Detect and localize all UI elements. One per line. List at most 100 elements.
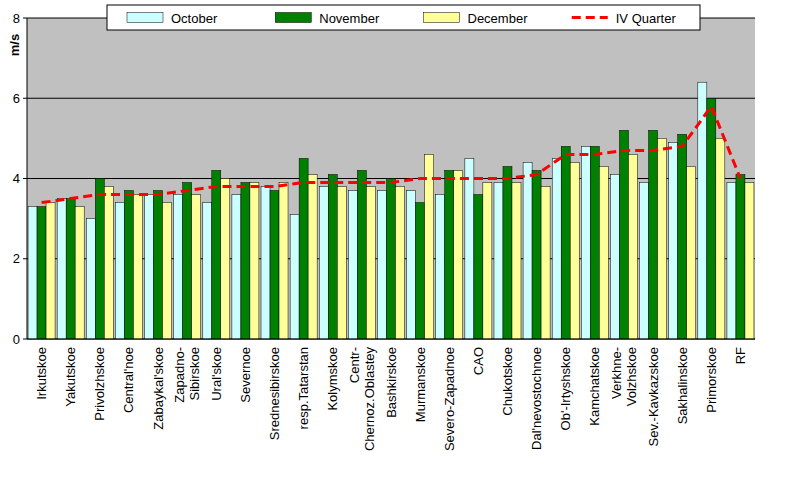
legend-label: IV Quarter xyxy=(616,11,677,26)
category-label: Murmanskoe xyxy=(413,347,428,422)
category-label: Srednesibirskoe xyxy=(267,347,282,440)
legend-swatch xyxy=(424,13,460,23)
tick-label: 8 xyxy=(13,11,20,26)
label-line: RF xyxy=(733,347,748,364)
label-line: Severnoe xyxy=(238,347,253,403)
label-line: Centr- xyxy=(347,347,362,383)
bar xyxy=(669,142,678,339)
label-line: Murmanskoe xyxy=(413,347,428,422)
bar xyxy=(707,98,716,339)
label-line: Ob'-Irtyshskoe xyxy=(558,347,573,430)
category-label-group: RF xyxy=(733,347,748,364)
bar xyxy=(436,195,445,339)
bar xyxy=(174,195,183,339)
category-label: Zabaykal'skoe xyxy=(151,347,166,430)
bar xyxy=(115,203,124,339)
category-label-group: Ob'-Irtyshskoe xyxy=(558,347,573,430)
bar xyxy=(570,162,579,339)
label-line: resp.Tatarstan xyxy=(296,347,311,429)
label-line: Yakutskoe xyxy=(63,347,78,407)
bar xyxy=(328,174,337,339)
x-axis xyxy=(27,339,755,340)
category-label: Primorskoe xyxy=(704,347,719,413)
category-label: Kamchatskoe xyxy=(587,347,602,426)
tick xyxy=(23,178,27,179)
legend-label: November xyxy=(319,11,380,26)
bar xyxy=(727,183,736,339)
category-label: Dal'nevostochnoe xyxy=(529,347,544,450)
category-label: Bashkirskoe xyxy=(384,347,399,418)
bar xyxy=(628,154,637,339)
bar xyxy=(407,191,416,339)
bar xyxy=(95,179,104,340)
label-line: Srednesibirskoe xyxy=(267,347,282,440)
plot-area xyxy=(27,18,755,339)
bar xyxy=(619,130,628,339)
y-axis xyxy=(27,18,28,339)
bar xyxy=(610,174,619,339)
label-line: Central'noe xyxy=(121,347,136,413)
category-label-group: Privolzhskoe xyxy=(92,347,107,421)
label-line: Chernoz.Oblastey xyxy=(362,347,377,452)
category-label: Ob'-Irtyshskoe xyxy=(558,347,573,430)
label-line: Privolzhskoe xyxy=(92,347,107,421)
bar xyxy=(649,130,658,339)
category-label-group: Central'noe xyxy=(121,347,136,413)
category-label: Verkhne-Volzhskoe xyxy=(609,347,639,406)
category-label: Centr-Chernoz.Oblastey xyxy=(347,347,377,452)
bar xyxy=(232,195,241,339)
category-label-group: Sev.-Kavkazskoe xyxy=(646,347,661,446)
bar xyxy=(736,174,745,339)
bar xyxy=(163,203,172,339)
category-label-group: Severo-Zapadnoe xyxy=(442,347,457,451)
label-line: Bashkirskoe xyxy=(384,347,399,418)
label-line: Sibirskoe xyxy=(187,347,202,400)
category-label-group: Ural'skoe xyxy=(209,347,224,401)
category-label: Irkutskoe xyxy=(34,347,49,400)
grid-line xyxy=(27,98,755,99)
category-label-group: Srednesibirskoe xyxy=(267,347,282,440)
label-line: Kolymskoe xyxy=(325,347,340,411)
category-label-group: Sakhalinskoe xyxy=(675,347,690,424)
grid-line xyxy=(27,339,755,340)
bar xyxy=(212,170,221,339)
label-line: Volzhskoe xyxy=(624,347,639,406)
label-line: Kamchatskoe xyxy=(587,347,602,426)
bar xyxy=(154,191,163,339)
bar xyxy=(337,187,346,339)
legend-swatch xyxy=(572,16,608,19)
tick-label: 4 xyxy=(13,171,20,186)
bar xyxy=(454,170,463,339)
tick xyxy=(23,339,27,340)
bar xyxy=(541,187,550,339)
bar xyxy=(66,199,75,339)
bar xyxy=(687,166,696,339)
bar xyxy=(250,183,259,339)
bar xyxy=(640,183,649,339)
bar xyxy=(396,187,405,339)
bar xyxy=(183,183,192,339)
category-label: Yakutskoe xyxy=(63,347,78,407)
bar xyxy=(503,166,512,339)
tick-label: 2 xyxy=(13,251,20,266)
category-label-group: Kamchatskoe xyxy=(587,347,602,426)
bar xyxy=(523,162,532,339)
bar xyxy=(75,207,84,339)
label-line: Zapadno- xyxy=(172,347,187,403)
category-label: Ural'skoe xyxy=(209,347,224,401)
bar xyxy=(561,146,570,339)
bar xyxy=(133,195,142,339)
category-label-group: Kolymskoe xyxy=(325,347,340,411)
bar xyxy=(590,146,599,339)
category-label-group: CAO xyxy=(471,347,486,375)
label-line: Severo-Zapadnoe xyxy=(442,347,457,451)
category-label-group: Severnoe xyxy=(238,347,253,403)
bar xyxy=(678,134,687,339)
line xyxy=(42,106,741,202)
bar xyxy=(378,191,387,339)
axis-title: m/s xyxy=(7,34,22,56)
bar xyxy=(465,158,474,339)
label-line: Sev.-Kavkazskoe xyxy=(646,347,661,446)
bar xyxy=(203,203,212,339)
bar xyxy=(37,207,46,339)
